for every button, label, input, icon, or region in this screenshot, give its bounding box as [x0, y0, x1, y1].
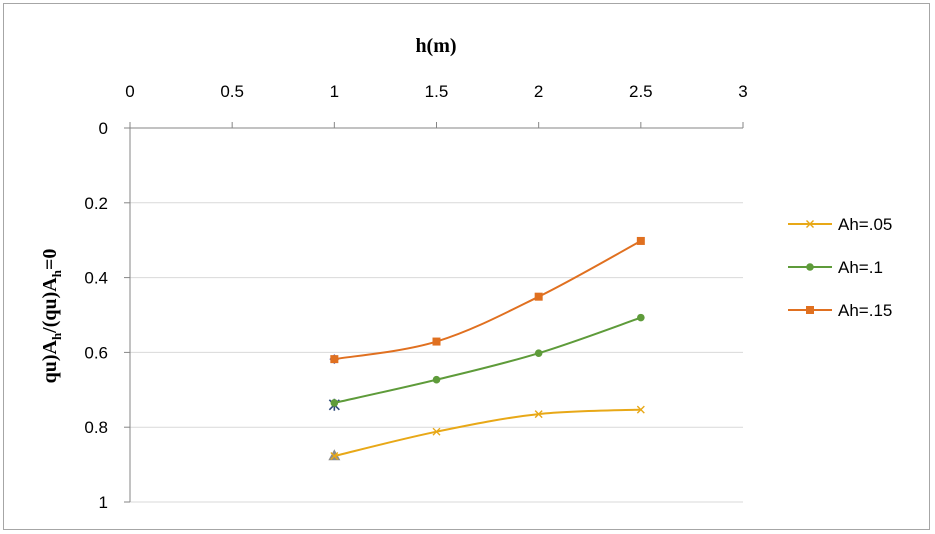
legend-swatch-marker: [806, 263, 814, 271]
series-layer: [328, 236, 645, 461]
x-mark-stroke: [534, 410, 543, 419]
x-tick-label: 3: [738, 82, 747, 101]
data-point: [534, 349, 543, 357]
series-Ah=.1: [330, 313, 645, 407]
extra-marker-triangle: [328, 449, 341, 461]
y-tick-label: 0.2: [84, 194, 108, 213]
y-tick-label: 0.8: [84, 418, 108, 437]
data-point: [534, 292, 543, 301]
x-tick-label: 0.5: [220, 82, 244, 101]
x-tick-label: 2.5: [629, 82, 653, 101]
data-point: [637, 313, 645, 322]
x-mark-stroke: [330, 452, 339, 460]
y-tick-label: 0: [99, 119, 108, 138]
x-mark-stroke: [432, 427, 441, 436]
legend-label: Ah=.05: [838, 215, 892, 234]
x-tick-label: 2: [534, 82, 543, 101]
data-point: [432, 375, 441, 384]
data-point: [330, 355, 339, 364]
legend-layer: Ah=.05 Ah=.1 Ah=.15: [788, 215, 892, 320]
series-line: [334, 408, 641, 457]
grid-layer: [130, 202, 743, 503]
data-point: [330, 452, 339, 460]
x-mark-stroke: [806, 220, 814, 228]
x-axis-title: h(m): [415, 35, 456, 57]
x-tick-label: 1: [330, 82, 339, 101]
legend-item: Ah=.05: [788, 215, 892, 234]
y-tick-label: 1: [99, 493, 108, 512]
data-point: [432, 427, 441, 436]
x-mark-stroke: [636, 405, 645, 414]
series-line: [334, 240, 642, 361]
data-point: [534, 410, 543, 419]
series-Ah=.15: [330, 236, 645, 364]
data-point: [636, 236, 645, 245]
legend-swatch-marker: [806, 220, 814, 228]
x-tick-label: 0: [125, 82, 134, 101]
y-tick-label: 0.4: [84, 269, 108, 288]
data-point: [636, 405, 645, 414]
y-tick-label: 0.6: [84, 343, 108, 362]
chart-frame: [3, 3, 930, 530]
data-point: [432, 337, 441, 346]
legend-label: Ah=.1: [838, 258, 883, 277]
y-axis-title: qu)Ah/(qu)Ah=0: [39, 249, 64, 384]
x-tick-label: 1.5: [425, 82, 449, 101]
legend-item: Ah=.15: [788, 301, 892, 320]
legend-label: Ah=.15: [838, 301, 892, 320]
series-line: [334, 316, 642, 404]
axis-layer: 0 0.2 0.4 0.6 0.8 1 0 0.5 1 1.5 2 2.5 3: [84, 82, 747, 512]
legend-item: Ah=.1: [788, 258, 883, 277]
legend-swatch-marker: [806, 306, 814, 314]
series-Ah=.05: [330, 405, 645, 460]
data-point: [330, 399, 339, 407]
